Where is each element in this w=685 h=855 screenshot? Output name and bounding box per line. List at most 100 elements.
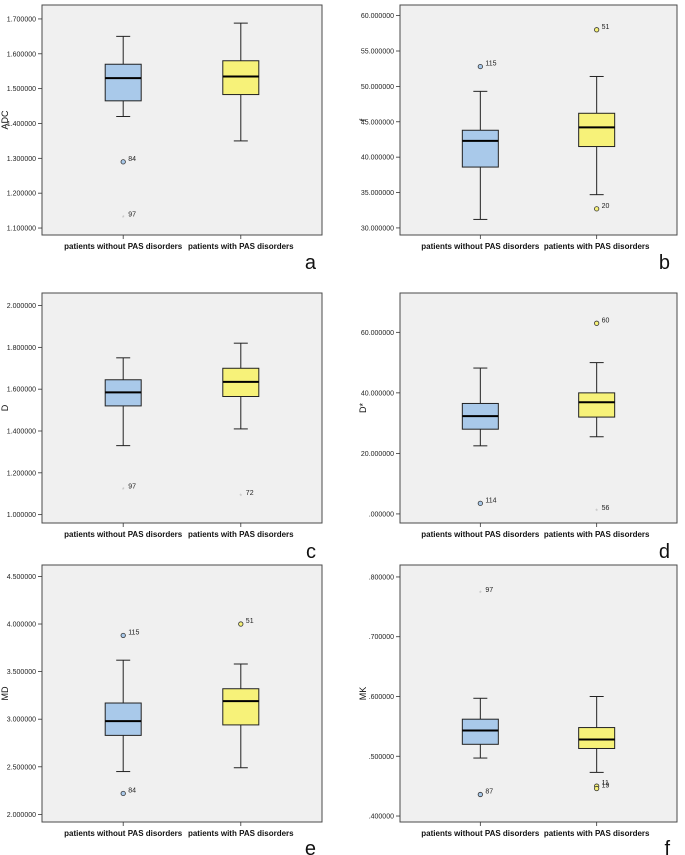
outlier-point [477,63,483,70]
y-tick-label: .500000 [369,754,394,761]
x-category-label: patients without PAS disorders [64,829,183,838]
y-tick-label: 55.000000 [361,49,394,56]
outlier-label: 56 [602,505,610,512]
x-category-label: patients without PAS disorders [64,242,183,251]
outlier-label: 115 [128,629,139,636]
y-tick-label: 2.000000 [7,303,36,310]
outlier-point [477,791,483,798]
outlier-label: 84 [128,787,136,794]
y-axis-label: D [0,404,10,411]
plot-area [41,564,323,823]
x-category-label: patients without PAS disorders [64,530,183,539]
x-category-label: patients with PAS disorders [188,242,294,251]
y-tick-label: 35.000000 [361,190,394,197]
y-tick-label: 1.600000 [7,387,36,394]
panel-d: .000000 20.000000 40.000000 60.000000 D* pati… [358,292,678,563]
plot-area [399,4,678,236]
y-tick-label: 3.500000 [7,669,36,676]
outlier-label: 87 [485,789,493,796]
y-tick-label: 1.800000 [7,345,36,352]
outlier-extreme-point: * [239,493,242,500]
panel-c: 1.000000 1.200000 1.400000 1.600000 1.800000… [0,292,323,563]
y-tick-label: 4.500000 [7,574,36,581]
x-category-label: patients without PAS disorders [421,530,540,539]
box-iqr [578,392,616,418]
panel-letter: b [659,252,670,274]
y-tick-label: 1.200000 [7,191,36,198]
y-tick-label: .400000 [369,814,394,821]
y-tick-label: 30.000000 [361,225,394,232]
outlier-label: 97 [128,484,136,491]
panel-letter: e [305,838,316,855]
box-iqr [461,129,499,168]
outlier-label: 11 [602,780,609,787]
x-category-label: patients with PAS disorders [544,829,650,838]
outlier-label: 114 [485,497,496,504]
outlier-point [594,785,600,792]
y-axis-label: D* [358,403,368,413]
y-axis-label: f [358,118,368,121]
outlier-point [477,500,483,506]
outlier-point [120,159,126,165]
y-tick-label: .600000 [369,694,394,701]
x-category-label: patients without PAS disorders [421,242,540,251]
outlier-extreme-point: * [595,508,598,515]
box-iqr [222,60,260,96]
y-tick-label: 50.000000 [361,84,394,91]
x-category-label: patients with PAS disorders [188,530,294,539]
y-tick-label: 4.000000 [7,622,36,629]
outlier-label: 60 [602,317,610,324]
y-tick-label: 1.600000 [7,51,36,58]
box-iqr [222,688,260,726]
panel-letter: f [664,838,670,855]
plot-area [41,4,323,236]
outlier-point [238,621,244,627]
outlier-label: 20 [602,203,610,210]
box-iqr [578,727,616,749]
panel-e: 2.000000 2.500000 3.000000 3.500000 4.000000… [0,564,323,855]
x-category-label: patients with PAS disorders [544,530,650,539]
panel-b: 30.000000 35.000000 40.000000 45.000000 50.0… [358,4,678,274]
x-category-label: patients with PAS disorders [544,242,650,251]
outlier-point [594,27,600,33]
y-tick-label: 1.100000 [7,226,36,233]
x-category-label: patients without PAS disorders [421,829,540,838]
y-tick-label: .800000 [369,574,394,581]
panel-a: 1.100000 1.200000 1.300000 1.400000 1.500000… [0,4,323,274]
panel-letter: a [305,252,317,274]
outlier-label: 51 [246,618,254,625]
outlier-label: 97 [485,587,493,594]
outlier-label: 97 [128,212,136,219]
box-iqr [461,718,499,745]
y-tick-label: 2.500000 [7,764,36,771]
y-axis-label: MD [0,686,10,700]
outlier-label: 115 [485,61,496,68]
outlier-label: 51 [602,24,610,31]
outlier-point [594,320,600,326]
y-tick-label: 40.000000 [361,155,394,162]
y-tick-label: 60.000000 [361,13,394,20]
outlier-label: 19 [602,783,610,790]
outlier-extreme-point: * [479,591,482,598]
y-tick-label: 20.000000 [361,451,394,458]
outlier-label: 72 [246,490,254,497]
y-tick-label: 45.000000 [361,119,394,126]
panel-letter: c [306,541,316,563]
plot-area [399,564,678,823]
outlier-point [120,632,126,639]
plot-area [399,292,678,524]
box-iqr [104,702,142,736]
y-tick-label: 1.400000 [7,429,36,436]
y-tick-label: 2.000000 [7,812,36,819]
outlier-point [594,206,600,212]
y-tick-label: 60.000000 [361,330,394,337]
panel-letter: d [659,541,670,563]
y-axis-label: ADC [0,110,10,130]
box-iqr [104,63,142,102]
box-iqr [578,112,616,148]
y-tick-label: 1.000000 [7,512,36,519]
outlier-point [120,790,126,797]
panel-f: .400000 .500000 .600000 .700000 .800000 MK pat… [358,564,678,855]
outlier-extreme-point: * [122,487,125,494]
